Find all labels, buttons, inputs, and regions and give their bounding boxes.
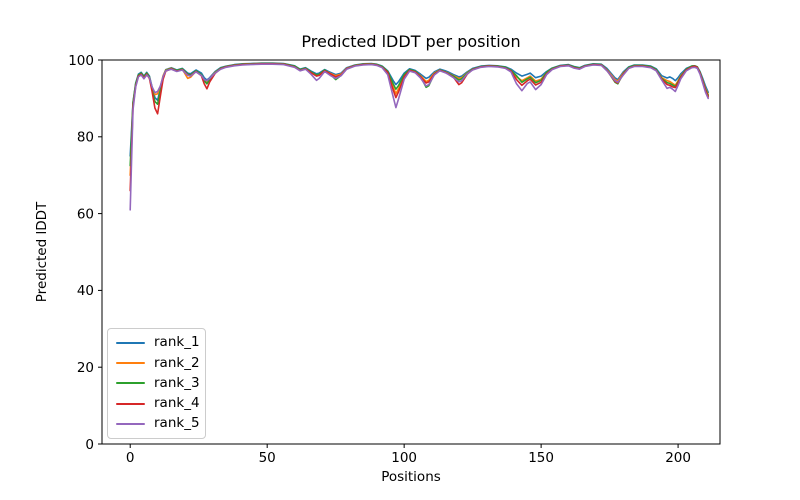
y-tick-label: 60 xyxy=(77,206,94,222)
y-tick-label: 100 xyxy=(68,53,94,69)
x-tick-label: 100 xyxy=(391,450,417,466)
x-axis-label: Positions xyxy=(381,469,441,485)
y-axis-label: Predicted lDDT xyxy=(34,201,50,302)
plot-content: 0 50 100 150 200 0 20 40 60 80 100 xyxy=(68,53,721,466)
series-line-rank_4 xyxy=(129,62,710,192)
legend-label: rank_3 xyxy=(154,374,200,391)
y-tick-label: 40 xyxy=(77,283,94,299)
x-tick-label: 50 xyxy=(259,450,276,466)
chart-title: Predicted lDDT per position xyxy=(301,32,520,51)
legend-line-swatch xyxy=(116,362,145,365)
legend-entry-rank_3: rank_3 xyxy=(116,374,200,392)
series-line-rank_3 xyxy=(129,62,710,167)
legend-line-swatch xyxy=(116,402,145,405)
legend-entry-rank_5: rank_5 xyxy=(116,415,200,433)
y-tick-label: 20 xyxy=(77,360,94,376)
x-tick-label: 200 xyxy=(665,450,691,466)
legend-label: rank_5 xyxy=(154,415,200,432)
legend-label: rank_1 xyxy=(154,334,200,351)
legend-line-swatch xyxy=(116,382,145,385)
legend-entry-rank_2: rank_2 xyxy=(116,354,200,372)
y-tick-label: 0 xyxy=(85,437,94,453)
legend-entry-rank_4: rank_4 xyxy=(116,394,200,413)
legend-line-swatch xyxy=(116,342,145,345)
y-tick-label: 80 xyxy=(77,130,94,146)
legend-line-swatch xyxy=(116,422,145,425)
legend-entry-rank_1: rank_1 xyxy=(116,334,200,352)
x-tick-label: 150 xyxy=(528,450,554,466)
legend-label: rank_4 xyxy=(154,394,200,411)
x-tick-label: 0 xyxy=(126,450,135,466)
series-line-rank_5 xyxy=(129,63,710,211)
legend-label: rank_2 xyxy=(154,354,200,371)
series-line-rank_2 xyxy=(129,62,710,176)
axes-spines xyxy=(101,59,721,445)
legend: rank_1 rank_2 rank_3 rank_4 rank_5 xyxy=(107,328,206,439)
